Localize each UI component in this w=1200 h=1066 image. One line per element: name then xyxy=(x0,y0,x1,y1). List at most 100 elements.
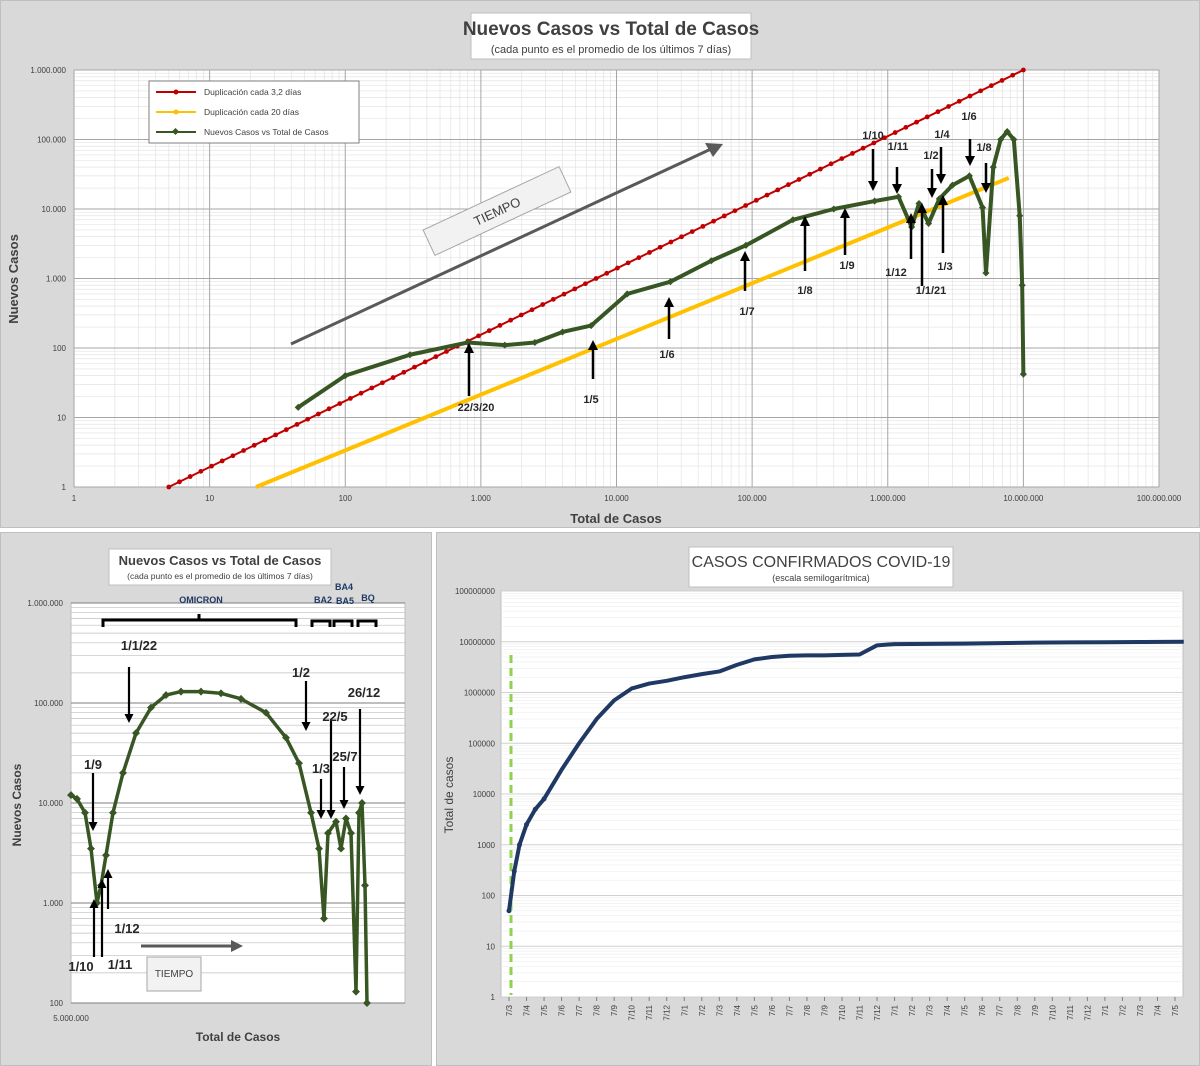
x-tick-label: 7/6 xyxy=(978,1004,987,1016)
y-tick-label: 100000 xyxy=(468,739,495,748)
series-point-3-2-dias xyxy=(433,354,439,360)
series-point-nuevos-casos xyxy=(406,351,414,359)
bracket-bq: BQ xyxy=(361,593,375,603)
series-point-3-2-dias xyxy=(198,468,204,474)
series-point-3-2-dias xyxy=(946,104,951,109)
chart-panel-main: 1 10 100 1.000 10.000 100.000 1.000.000 10.000.… xyxy=(0,0,1200,528)
series-point-3-2-dias xyxy=(615,265,620,271)
series-point-nuevos-casos xyxy=(1003,128,1011,136)
series-point-nuevos-casos xyxy=(1016,212,1024,220)
x-tick-label: 100.000.000 xyxy=(1137,494,1182,503)
series-lines xyxy=(166,67,1027,490)
x-tick-label: 7/4 xyxy=(523,1004,532,1016)
series-point-nuevos-casos xyxy=(361,881,369,890)
series-point-3-2-dias xyxy=(187,474,193,479)
y-tick-label: 10 xyxy=(486,942,495,951)
series-point-3-2-dias xyxy=(636,255,642,261)
series-point-3-2-dias xyxy=(262,437,268,443)
series-point-3-2-dias xyxy=(529,307,535,313)
annotation-label: 1/6 xyxy=(961,111,976,123)
annotation-label: 1/3 xyxy=(937,261,952,273)
series-point-3-2-dias xyxy=(593,276,599,281)
y-axis-label: Nuevos Casos xyxy=(6,234,21,324)
annotation-arrowhead xyxy=(840,208,850,218)
y-tick-label: 1.000.000 xyxy=(30,66,66,75)
y-tick-label: 1.000 xyxy=(46,275,67,284)
series-point-nuevos-casos xyxy=(262,708,270,717)
series-point-3-2-dias xyxy=(166,484,172,490)
series-point-3-2-dias xyxy=(209,463,214,469)
y-axis-label: Total de casos xyxy=(442,757,456,834)
title-box xyxy=(688,546,954,588)
x-tick-label: 7/9 xyxy=(820,1004,829,1016)
series-point-nuevos-casos xyxy=(102,851,110,860)
series-point-nuevos-casos xyxy=(162,691,170,700)
series-point-nuevos-casos xyxy=(294,403,302,411)
title-box xyxy=(108,548,332,586)
series-point-nuevos-casos xyxy=(237,694,245,703)
x-tick-label: 7/6 xyxy=(768,1004,777,1016)
series-point-3-2-dias xyxy=(679,234,684,240)
x-tick-label: 7/2 xyxy=(1118,1004,1127,1016)
tiempo-arrow: TIEMPO xyxy=(141,940,243,992)
series-point-nuevos-casos xyxy=(307,808,315,817)
series-line-total-casos xyxy=(507,639,1184,912)
series-point-3-2-dias xyxy=(561,291,567,297)
annotation-arrowhead xyxy=(917,203,927,213)
x-tick-label: 10.000 xyxy=(604,494,629,503)
series-point-3-2-dias xyxy=(625,260,631,266)
chart-panel-confirmed: 1 10 100 1000 10000 100000 1000000 10000000 1000… xyxy=(436,532,1200,1066)
x-tick-label: 7/11 xyxy=(1066,1004,1075,1020)
x-tick-label: 7/10 xyxy=(838,1004,847,1020)
series-point-3-2-dias xyxy=(828,161,834,167)
annotation-label: 1/11 xyxy=(888,141,909,153)
y-tick-label: 100.000 xyxy=(34,699,63,708)
variant-brackets xyxy=(101,614,378,627)
grid: 1 10 100 1000 10000 100000 1000000 10000000 1000… xyxy=(455,587,1184,1021)
series-point-3-2-dias xyxy=(273,432,279,438)
series-point-3-2-dias xyxy=(422,359,428,365)
series-point-3-2-dias xyxy=(583,281,588,287)
series-point-3-2-dias xyxy=(390,375,396,380)
series-point-3-2-dias xyxy=(380,380,385,386)
annotation-arrowhead xyxy=(588,340,598,350)
series-point-3-2-dias xyxy=(337,401,343,406)
series-point-nuevos-casos xyxy=(871,197,879,205)
series-point-3-2-dias xyxy=(850,151,855,156)
annotation-label: 22/5 xyxy=(322,709,347,724)
series-point-total-casos xyxy=(524,822,530,828)
bracket-ba5: BA5 xyxy=(336,596,354,606)
series-point-nuevos-casos xyxy=(742,241,750,249)
series-point-nuevos-casos xyxy=(295,759,303,768)
annotation-label: 1/4 xyxy=(934,129,950,141)
chart-title: CASOS CONFIRMADOS COVID-19 xyxy=(692,554,951,571)
chart-title: Nuevos Casos vs Total de Casos xyxy=(463,19,759,40)
annotation-label: 1/6 xyxy=(659,349,674,361)
x-tick-label: 7/6 xyxy=(558,1004,567,1016)
chart-subtitle: (cada punto es el promedio de los último… xyxy=(491,44,731,56)
x-tick-label: 7/8 xyxy=(593,1004,602,1016)
series-point-3-2-dias xyxy=(668,239,674,245)
series-point-3-2-dias xyxy=(508,317,514,323)
annotation-arrowhead xyxy=(464,343,474,353)
series-point-total-casos xyxy=(532,806,538,812)
y-tick-label: 10000 xyxy=(473,790,496,799)
series-point-3-2-dias xyxy=(412,364,417,370)
chart-subtitle: (cada punto es el promedio de los último… xyxy=(127,571,313,581)
series-point-3-2-dias xyxy=(882,135,887,141)
x-tick-label: 7/5 xyxy=(961,1004,970,1016)
x-tick-label: 1.000 xyxy=(471,494,492,503)
x-tick-label: 7/10 xyxy=(628,1004,637,1020)
series-point-3-2-dias xyxy=(540,302,546,307)
series-point-nuevos-casos xyxy=(355,808,363,817)
series-point-nuevos-casos xyxy=(347,829,355,838)
x-tick-label: 7/10 xyxy=(1048,1004,1057,1020)
series-point-nuevos-casos xyxy=(217,689,225,698)
tiempo-label: TIEMPO xyxy=(155,969,194,980)
series-point-3-2-dias xyxy=(860,145,866,151)
series-point-3-2-dias xyxy=(775,187,781,193)
annotation-arrowhead xyxy=(892,184,902,194)
series-point-3-2-dias xyxy=(839,156,845,162)
annotation-label: 1/10 xyxy=(68,959,93,974)
series-point-3-2-dias xyxy=(251,442,257,448)
